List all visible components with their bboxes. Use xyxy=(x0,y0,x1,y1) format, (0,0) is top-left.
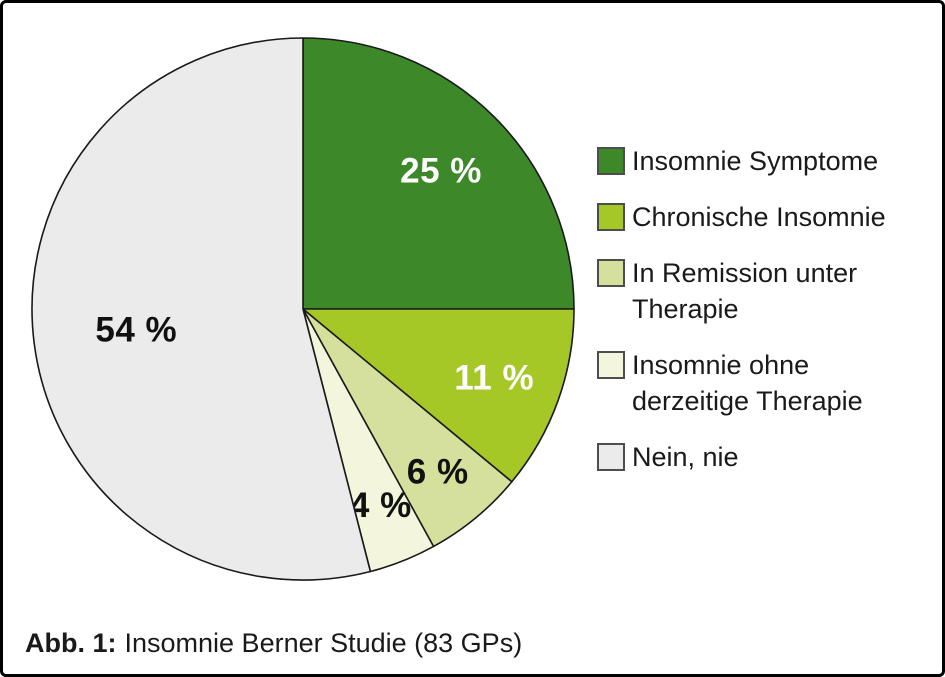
figure-caption: Abb. 1: Insomnie Berner Studie (83 GPs) xyxy=(25,625,522,661)
pie-slice-1 xyxy=(302,308,575,483)
caption-number: Abb. 1: xyxy=(25,628,117,658)
pie-slice-value-label-3: 4 % xyxy=(350,486,412,525)
legend-swatch-icon xyxy=(597,147,625,175)
legend-item-4: Nein, nie xyxy=(597,439,932,475)
pie-slice-value-label-0: 25 % xyxy=(400,152,482,191)
legend-item-2: In Remission unter Therapie xyxy=(597,255,932,327)
legend-label: Insomnie Symptome xyxy=(632,146,879,176)
legend-swatch-icon xyxy=(597,351,625,379)
legend-item-0: Insomnie Symptome xyxy=(597,143,932,179)
pie-chart: 25 % 11 % 6 %4 % 54 % xyxy=(31,37,575,581)
caption-text: Insomnie Berner Studie (83 GPs) xyxy=(124,628,523,658)
legend-label: Nein, nie xyxy=(632,442,739,472)
pie-slice-value-label-1: 11 % xyxy=(454,358,534,397)
pie-slice-0 xyxy=(302,37,575,310)
pie-slice-4 xyxy=(31,37,372,581)
legend-item-1: Chronische Insomnie xyxy=(597,199,932,235)
legend-item-3: Insomnie ohne derzeitige Therapie xyxy=(597,347,932,419)
legend-swatch-icon xyxy=(597,203,625,231)
legend-label: Insomnie ohne derzeitige Therapie xyxy=(632,350,863,416)
pie-slice-value-label-2: 6 % xyxy=(407,452,469,491)
legend-label: In Remission unter Therapie xyxy=(632,258,858,324)
legend-label: Chronische Insomnie xyxy=(632,202,886,232)
pie-slice-value-label-4: 54 % xyxy=(95,311,177,350)
legend-swatch-icon xyxy=(597,443,625,471)
legend-swatch-icon xyxy=(597,259,625,287)
legend: Insomnie Symptome Chronische Insomnie In R… xyxy=(597,143,932,495)
